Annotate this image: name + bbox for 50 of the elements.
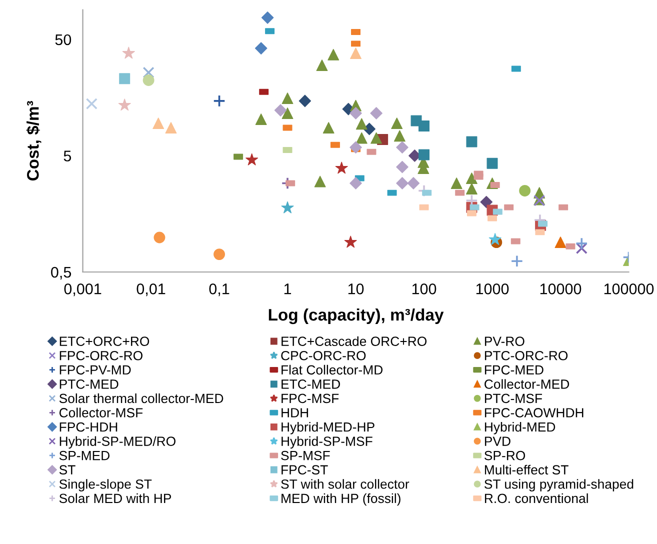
legend-label: FPC-CAOWHDH [484, 408, 584, 418]
legend-label: HDH [282, 408, 308, 418]
legend-label: FPC-MSF [282, 394, 339, 404]
legend-label: Hybrid-MED-HP [282, 422, 374, 434]
x-tick-label: 1000 [476, 284, 509, 294]
x-tick-label: 100000 [604, 284, 654, 294]
legend-label: PTC-MED [60, 380, 118, 389]
legend-label: CPC-ORC-RO [281, 350, 366, 360]
x-tick-label: 1 [284, 284, 292, 294]
x-tick-label: 0,01 [136, 284, 166, 296]
legend-label: Solar thermal collector-MED [59, 393, 224, 404]
legend-label: Hybrid-SP-MED/RO [60, 436, 176, 449]
legend-label: Solar MED with HP [59, 493, 172, 504]
legend-label: Multi-effect ST [484, 464, 568, 475]
legend-label: ETC+Cascade ORC+RO [282, 336, 427, 346]
legend-label: Collector-MSF [59, 408, 143, 418]
legend-label: SP-RO [484, 450, 526, 460]
legend-label: ETC+ORC+RO [60, 336, 150, 346]
x-tick-label: 10 [348, 284, 364, 294]
y-tick-label: 5 [64, 150, 72, 162]
legend-label: Single-slope ST [59, 479, 152, 492]
legend-label: PTC-MSF [484, 394, 542, 404]
legend-label: PTC-ORC-RO [484, 350, 568, 360]
y-axis-title: Cost, $/m³ [26, 100, 42, 180]
legend-label: FPC-MED [484, 365, 544, 375]
legend-label: SP-MSF [281, 450, 330, 460]
legend-label: MED with HP (fossil) [282, 493, 400, 506]
legend-label: FPC-ST [282, 465, 328, 475]
legend-label: ETC-MED [282, 380, 340, 389]
legend-label: FPC-HDH [60, 422, 118, 432]
legend-label: SP-MED [59, 450, 110, 460]
y-tick-label: 0,5 [51, 266, 72, 280]
legend-label: ST with solar collector [281, 479, 410, 489]
legend-label: ST using pyramid-shaped [484, 479, 634, 492]
legend-label: FPC-PV-MD [60, 365, 131, 375]
x-tick-label: 0,001 [64, 284, 102, 296]
x-tick-label: 10000 [540, 284, 582, 294]
y-tick-label: 50 [55, 34, 72, 46]
legend-label: Flat Collector-MD [282, 364, 383, 375]
legend-label: PV-RO [484, 336, 524, 346]
legend-label: FPC-ORC-RO [60, 350, 142, 360]
legend-label: Collector-MED [484, 379, 570, 389]
x-axis-title: Log (capacity), m³/day [268, 308, 444, 324]
x-tick-label: 0,1 [209, 284, 230, 296]
legend-label: R.O. conventional [484, 493, 588, 504]
x-tick-label: 100 [412, 284, 436, 294]
legend-label: Hybrid-MED [484, 422, 556, 434]
legend-label: ST [59, 465, 76, 475]
legend-label: Hybrid-SP-MSF [282, 436, 372, 449]
legend-label: PVD [484, 436, 510, 446]
